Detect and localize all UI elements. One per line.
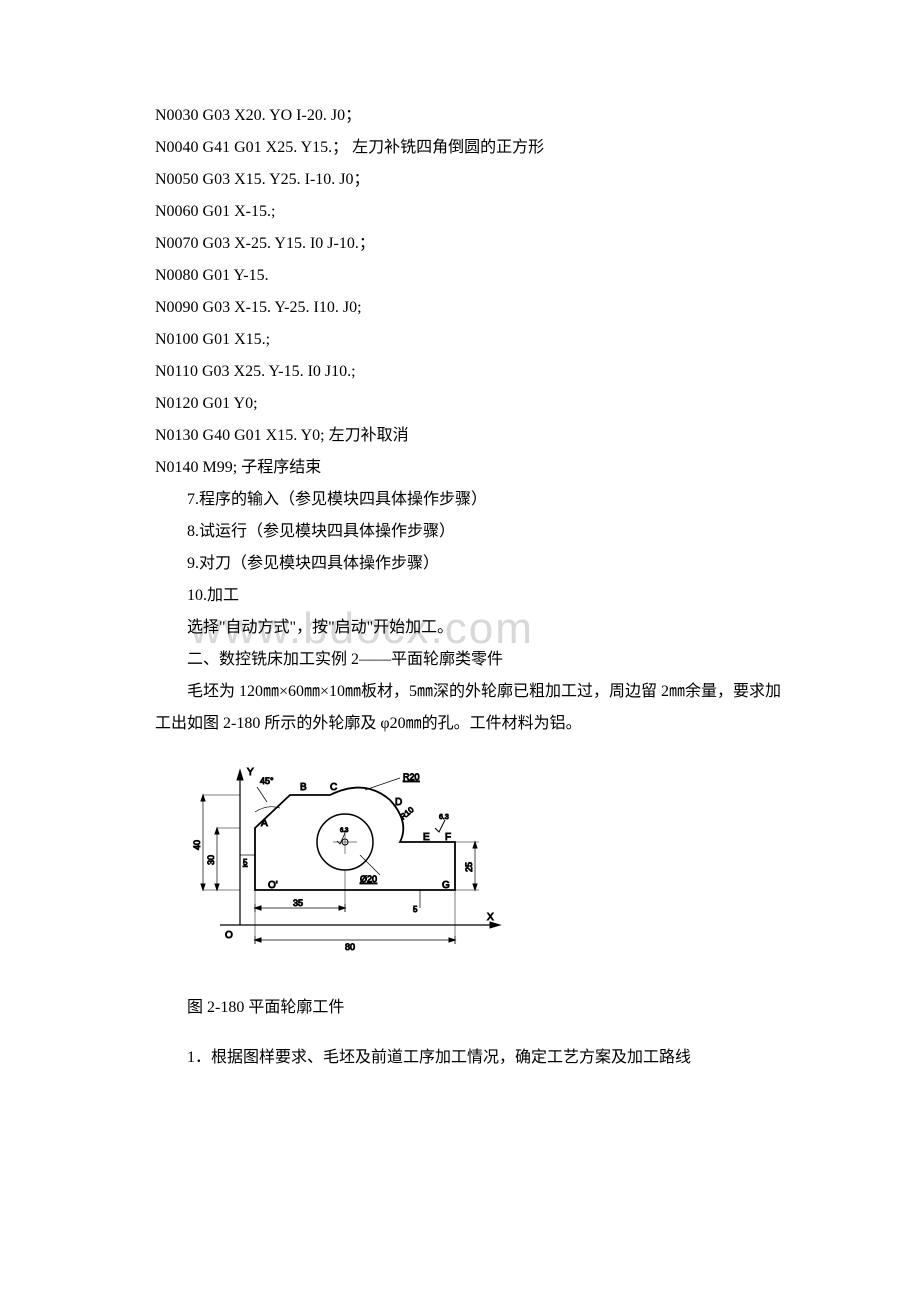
label-G: G xyxy=(442,880,450,891)
label-B: B xyxy=(300,782,307,793)
dim-25: 25 xyxy=(464,862,474,872)
code-line: N0080 G01 Y-15. xyxy=(155,260,790,292)
label-C: C xyxy=(330,782,337,793)
code-line: N0040 G41 G01 X25. Y15.； 左刀补铣四角倒圆的正方形 xyxy=(155,132,790,164)
label-Y: Y xyxy=(247,767,254,778)
dim-40: 40 xyxy=(192,840,202,850)
code-line: N0130 G40 G01 X15. Y0; 左刀补取消 xyxy=(155,420,790,452)
label-roughness: 6.3 xyxy=(439,814,449,821)
step-text: 7.程序的输入（参见模块四具体操作步骤） xyxy=(155,484,790,516)
code-line: N0030 G03 X20. YO I-20. J0； xyxy=(155,100,790,132)
svg-text:6.3: 6.3 xyxy=(340,828,349,834)
label-E: E xyxy=(423,832,430,843)
step-text: 选择"自动方式"，按"启动"开始加工。 xyxy=(155,612,790,644)
dim-30: 30 xyxy=(206,855,216,865)
paragraph-text: 毛坯为 120㎜×60㎜×10㎜板材，5㎜深的外轮廓已粗加工过，周边留 2㎜余量… xyxy=(155,676,790,740)
step-text: 8.试运行（参见模块四具体操作步骤） xyxy=(155,516,790,548)
code-line: N0050 G03 X15. Y25. I-10. J0； xyxy=(155,164,790,196)
label-A: A xyxy=(261,818,268,829)
final-step: 1．根据图样要求、毛坯及前道工序加工情况，确定工艺方案及加工路线 xyxy=(155,1042,790,1074)
step-text: 10.加工 xyxy=(155,580,790,612)
label-R20: R20 xyxy=(403,772,420,782)
code-line: N0060 G01 X-15.; xyxy=(155,196,790,228)
code-line: N0110 G03 X25. Y-15. I0 J10.; xyxy=(155,356,790,388)
dim-5: 5 xyxy=(243,858,248,867)
dim-5b: 5 xyxy=(413,905,418,914)
contour-diagram: Y X O A B C D E F xyxy=(185,760,525,960)
label-phi20: Ø20 xyxy=(360,874,377,884)
diagram-container: Y X O A B C D E F xyxy=(185,760,790,972)
label-O: O xyxy=(225,930,233,941)
code-line: N0070 G03 X-25. Y15. I0 J-10.； xyxy=(155,228,790,260)
code-line: N0100 G01 X15.; xyxy=(155,324,790,356)
section-title: 二、数控铣床加工实例 2——平面轮廓类零件 xyxy=(155,644,790,676)
label-O-prime: O' xyxy=(268,880,278,891)
label-D: D xyxy=(395,797,402,808)
code-line: N0090 G03 X-15. Y-25. I10. J0; xyxy=(155,292,790,324)
code-line: N0140 M99; 子程序结束 xyxy=(155,452,790,484)
label-X: X xyxy=(487,912,494,923)
dim-35: 35 xyxy=(293,898,303,908)
code-line: N0120 G01 Y0; xyxy=(155,388,790,420)
label-angle: 45° xyxy=(260,776,274,786)
dim-80: 80 xyxy=(345,942,355,952)
step-text: 9.对刀（参见模块四具体操作步骤） xyxy=(155,548,790,580)
label-F: F xyxy=(445,832,451,843)
diagram-caption: 图 2-180 平面轮廓工件 xyxy=(155,992,790,1024)
